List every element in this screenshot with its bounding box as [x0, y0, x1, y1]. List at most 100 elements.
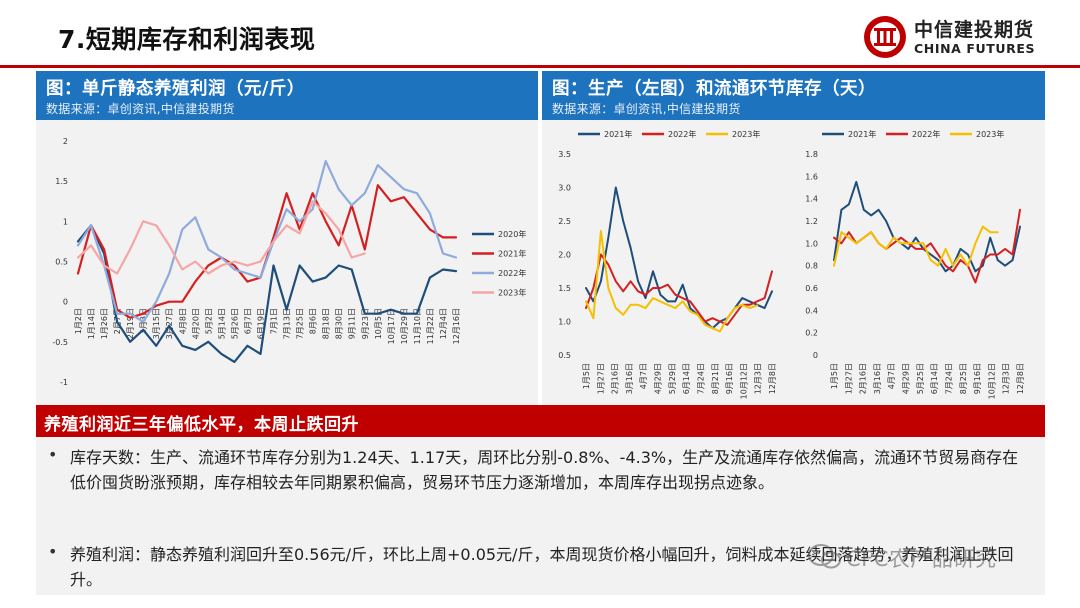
y-tick-label: 2.5: [558, 217, 571, 226]
left-panel-title: 图：单斤静态养殖利润（元/斤）: [46, 79, 305, 99]
section-heading-text: 养殖利润近三年偏低水平，本周止跌回升: [44, 415, 359, 435]
y-tick-label: 1.6: [805, 172, 818, 181]
y-tick-label: 3.0: [558, 184, 571, 193]
x-tick-label: 7月25日: [296, 308, 305, 339]
y-tick-label: 1.5: [55, 177, 68, 186]
logo-cn-text: 中信建投期货: [914, 19, 1035, 41]
bullet-dot: •: [48, 542, 58, 561]
right-panel-source: 数据来源：卓创资讯,中信建投期货: [552, 102, 741, 116]
watermark-text: CFC农产品研究: [846, 547, 997, 571]
x-tick-label: 7月24日: [944, 363, 953, 394]
x-tick-label: 2月19日: [126, 308, 135, 339]
x-tick-label: 12月16日: [452, 308, 461, 344]
series-line-2021年: [585, 186, 773, 330]
y-tick-label: 1.0: [558, 318, 571, 327]
right-chart-area: [542, 120, 1045, 405]
series-line-2022年: [76, 159, 458, 323]
series-line-2022年: [585, 253, 773, 326]
x-tick-label: 7月24日: [696, 363, 705, 394]
right-panel-title: 图：生产（左图）和流通环节库存（天）: [552, 79, 876, 99]
logo-icon: [864, 16, 906, 58]
y-tick-label: 1.2: [805, 217, 818, 226]
x-tick-label: 10月12日: [739, 363, 748, 399]
y-tick-label: 1.4: [805, 195, 818, 204]
x-tick-label: 10月17日: [387, 308, 396, 344]
y-tick-label: 0.4: [805, 306, 818, 315]
x-tick-label: 5月25日: [916, 363, 925, 394]
x-tick-label: 1月27日: [596, 363, 605, 394]
series-line-2023年: [585, 230, 759, 333]
x-tick-label: 10月5日: [374, 308, 383, 339]
x-tick-label: 3月16日: [873, 363, 882, 394]
series-line-2023年: [833, 225, 999, 267]
x-tick-label: 8月25日: [959, 363, 968, 394]
right-panel-header: 图：生产（左图）和流通环节库存（天） 数据来源：卓创资讯,中信建投期货: [542, 71, 1045, 120]
x-tick-label: 1月26日: [100, 308, 109, 339]
x-tick-label: 1月2日: [74, 308, 83, 334]
x-tick-label: 8月18日: [322, 308, 331, 339]
series-line-2020年: [76, 224, 458, 363]
x-tick-label: 1月5日: [582, 363, 591, 389]
bullet-list: • 库存天数：生产、流通环节库存分别为1.24天、1.17天，周环比分别-0.8…: [36, 437, 1045, 595]
x-tick-label: 1月14日: [87, 308, 96, 339]
x-tick-label: 10月12日: [987, 363, 996, 399]
logo-en-text: CHINA FUTURES: [914, 41, 1036, 56]
y-tick-label: 2: [63, 137, 68, 146]
x-tick-label: 5月29日: [668, 363, 677, 394]
x-tick-label: 3月15日: [152, 308, 161, 339]
legend-label: 2022年: [912, 129, 940, 139]
x-tick-label: 11月10日: [413, 308, 422, 344]
bullet-text: 养殖利润：静态养殖利润回升至0.56元/斤，环比上周+0.05元/斤，本周现货价…: [70, 545, 1014, 589]
left-panel-source: 数据来源：卓创资讯,中信建投期货: [46, 102, 235, 116]
y-tick-label: 0.5: [55, 258, 68, 267]
x-tick-label: 3月27日: [165, 308, 174, 339]
x-tick-label: 9月16日: [725, 363, 734, 394]
x-tick-label: 8月6日: [309, 308, 318, 334]
x-tick-label: 4月7日: [639, 363, 648, 389]
x-tick-label: 2月16日: [859, 363, 868, 394]
watermark: CFC农产品研究: [808, 540, 1048, 578]
x-tick-label: 11月22日: [426, 308, 435, 344]
x-tick-label: 6月19日: [256, 308, 265, 339]
y-tick-label: 0.2: [805, 329, 818, 338]
y-tick-label: -1: [60, 378, 68, 387]
x-tick-label: 7月13日: [283, 308, 292, 339]
left-panel-header: 图：单斤静态养殖利润（元/斤） 数据来源：卓创资讯,中信建投期货: [36, 71, 538, 120]
slide-header: 7.短期库存和利润表现 中信建投期货 CHINA FUTURES: [0, 0, 1080, 70]
x-tick-label: 9月23日: [361, 308, 370, 339]
bullet-dot: •: [48, 445, 58, 464]
wechat-icon: [808, 544, 841, 569]
series-line-2021年: [833, 180, 1021, 273]
legend-label: 2022年: [498, 268, 526, 278]
y-tick-label: -0.5: [52, 338, 68, 347]
x-tick-label: 5月14日: [217, 308, 226, 339]
bullet-text: 库存天数：生产、流通环节库存分别为1.24天、1.17天，周环比分别-0.8%、…: [70, 448, 1019, 492]
x-tick-label: 12月4日: [439, 308, 448, 339]
x-tick-label: 12月3日: [754, 363, 763, 394]
y-tick-label: 1: [63, 217, 68, 226]
x-tick-label: 5月2日: [204, 308, 213, 334]
legend-label: 2023年: [498, 288, 526, 298]
x-tick-label: 12月8日: [1016, 363, 1025, 394]
x-tick-label: 6月7日: [243, 308, 252, 334]
y-tick-label: 0.8: [805, 262, 818, 271]
x-tick-label: 12月3日: [1002, 363, 1011, 394]
brand-logo: 中信建投期货 CHINA FUTURES: [862, 14, 1062, 60]
x-tick-label: 1月5日: [830, 363, 839, 389]
x-tick-label: 9月11日: [348, 308, 357, 339]
page-title: 7.短期库存和利润表现: [58, 25, 316, 54]
x-tick-label: 7月1日: [270, 308, 279, 334]
y-tick-label: 1.8: [805, 150, 818, 159]
circulation-inventory-chart: 1.8 1.6 1.4 1.2 1.0 0.8 0.6 0.4 0.2 0 1月5日 1月27日 2月1…: [805, 129, 1025, 399]
y-tick-label: 0: [813, 351, 818, 360]
x-tick-label: 2月16日: [611, 363, 620, 394]
legend-label: 2021年: [604, 129, 632, 139]
x-tick-label: 9月16日: [973, 363, 982, 394]
y-tick-label: 0.6: [805, 284, 818, 293]
x-tick-label: 4月29日: [902, 363, 911, 394]
legend-label: 2021年: [498, 249, 526, 259]
y-tick-label: 0.5: [558, 351, 571, 360]
x-tick-label: 4月7日: [887, 363, 896, 389]
header-divider: [0, 65, 1080, 68]
